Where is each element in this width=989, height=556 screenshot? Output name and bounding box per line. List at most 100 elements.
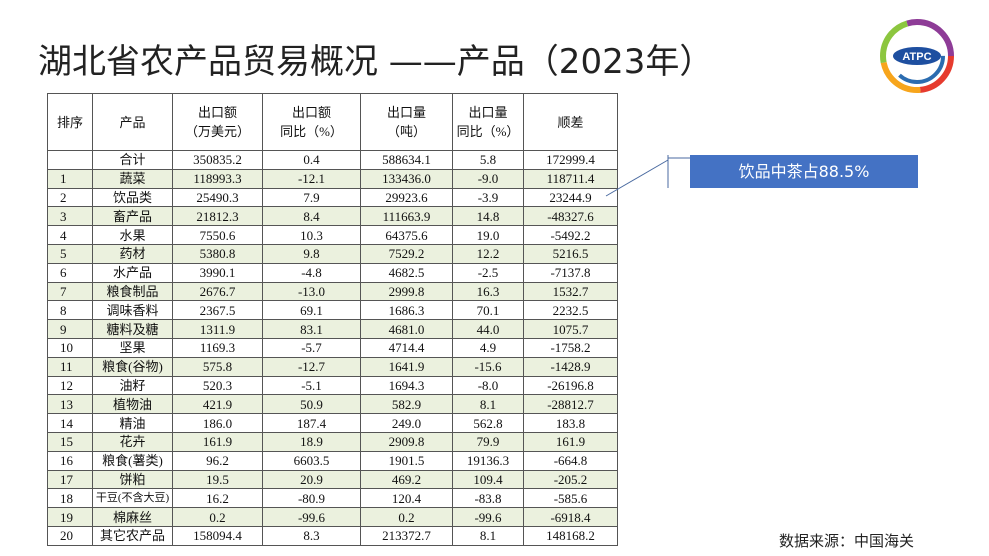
table-cell: -26196.8 — [523, 375, 618, 396]
table-cell: 0.2 — [360, 507, 453, 527]
table-cell: -48327.6 — [523, 206, 618, 227]
table-cell: 186.0 — [172, 413, 263, 433]
table-cell: -2.5 — [452, 262, 524, 283]
table-cell: 161.9 — [523, 431, 618, 452]
table-cell: 2676.7 — [172, 281, 263, 302]
table-cell: 水产品 — [92, 262, 173, 283]
table-cell: 421.9 — [172, 394, 263, 415]
header-text: 产品 — [119, 114, 146, 130]
header-cell: 出口量 （吨） — [360, 93, 453, 151]
table-cell: 7529.2 — [360, 243, 453, 264]
table-cell: 蔬菜 — [92, 168, 173, 189]
table-cell: 5380.8 — [172, 243, 263, 264]
table-cell: -7137.8 — [523, 262, 618, 283]
table-cell: 5 — [47, 243, 93, 264]
table-cell: 油籽 — [92, 375, 173, 396]
table-cell: 16.3 — [452, 281, 524, 302]
header-cell: 出口额 同比（%） — [262, 93, 361, 151]
table-cell: 15 — [47, 431, 93, 452]
table-cell: 79.9 — [452, 431, 524, 452]
header-cell: 顺差 — [523, 93, 618, 151]
table-row: 2 饮品类 25490.3 7.9 29923.6 -3.9 23244.9 — [47, 187, 618, 208]
table-cell: 23244.9 — [523, 187, 618, 208]
table-cell: 172999.4 — [523, 150, 618, 170]
header-text: 同比（%） — [456, 124, 520, 139]
table-cell: 12.2 — [452, 243, 524, 264]
table-row: 11 粮食(谷物) 575.8 -12.7 1641.9 -15.6 -1428.9 — [47, 356, 618, 377]
table-cell: 饼粕 — [92, 469, 173, 490]
table-cell: 粮食(谷物) — [92, 356, 173, 377]
table-cell: 582.9 — [360, 394, 453, 415]
table-cell: 69.1 — [262, 300, 361, 321]
table-cell: -83.8 — [452, 488, 524, 509]
table-cell: -5.7 — [262, 337, 361, 358]
table-cell: 25490.3 — [172, 187, 263, 208]
table-cell: 7 — [47, 281, 93, 302]
table-cell: 其它农产品 — [92, 525, 173, 546]
table-row: 20 其它农产品 158094.4 8.3 213372.7 8.1 148168.2 — [47, 525, 618, 546]
table-cell: 4 — [47, 225, 93, 245]
table-cell: -3.9 — [452, 187, 524, 208]
table-cell: 9.8 — [262, 243, 361, 264]
table-cell: 14 — [47, 413, 93, 433]
table-cell: 7550.6 — [172, 225, 263, 245]
table-cell: 植物油 — [92, 394, 173, 415]
header-cell: 出口额 （万美元） — [172, 93, 263, 151]
table-cell: 20 — [47, 525, 93, 546]
table-cell: 17 — [47, 469, 93, 490]
table-row: 1 蔬菜 118993.3 -12.1 133436.0 -9.0 118711.4 — [47, 168, 618, 189]
table-cell: 2 — [47, 187, 93, 208]
table-row: 6 水产品 3990.1 -4.8 4682.5 -2.5 -7137.8 — [47, 262, 618, 283]
table-cell: 96.2 — [172, 450, 263, 471]
table-row: 8 调味香料 2367.5 69.1 1686.3 70.1 2232.5 — [47, 300, 618, 321]
table-cell: 粮食制品 — [92, 281, 173, 302]
logo-text: ATPC — [902, 51, 931, 63]
table-cell: 4682.5 — [360, 262, 453, 283]
table-cell: 花卉 — [92, 431, 173, 452]
table-cell: 4714.4 — [360, 337, 453, 358]
header-cell: 排序 — [47, 93, 93, 151]
header-text: 出口量 — [468, 105, 508, 120]
table-row: 10 坚果 1169.3 -5.7 4714.4 4.9 -1758.2 — [47, 337, 618, 358]
table-cell: -13.0 — [262, 281, 361, 302]
table-cell: 44.0 — [452, 319, 524, 339]
table-row: 18 干豆(不含大豆) 16.2 -80.9 120.4 -83.8 -585.6 — [47, 488, 618, 509]
table-cell: 调味香料 — [92, 300, 173, 321]
table-cell: 1532.7 — [523, 281, 618, 302]
table-cell: 12 — [47, 375, 93, 396]
table-row: 5 药材 5380.8 9.8 7529.2 12.2 5216.5 — [47, 243, 618, 264]
table-cell: -12.7 — [262, 356, 361, 377]
table-cell: 糖料及糖 — [92, 319, 173, 339]
table-cell: 11 — [47, 356, 93, 377]
table-cell: 8 — [47, 300, 93, 321]
table-cell: 7.9 — [262, 187, 361, 208]
table-cell: 1686.3 — [360, 300, 453, 321]
table-cell: 棉麻丝 — [92, 507, 173, 527]
table-cell: 158094.4 — [172, 525, 263, 546]
table-cell: 469.2 — [360, 469, 453, 490]
table-cell: -15.6 — [452, 356, 524, 377]
table-cell: 畜产品 — [92, 206, 173, 227]
table-cell: 药材 — [92, 243, 173, 264]
table-row: 12 油籽 520.3 -5.1 1694.3 -8.0 -26196.8 — [47, 375, 618, 396]
header-text: 出口量 — [386, 105, 426, 120]
table-cell: 3990.1 — [172, 262, 263, 283]
table-cell: 粮食(薯类) — [92, 450, 173, 471]
table-cell: -664.8 — [523, 450, 618, 471]
table-cell: 10 — [47, 337, 93, 358]
table-cell: 9 — [47, 319, 93, 339]
header-text: 顺差 — [557, 114, 584, 130]
table-cell: 18 — [47, 488, 93, 509]
table-cell: 64375.6 — [360, 225, 453, 245]
table-cell: 坚果 — [92, 337, 173, 358]
table-cell: 148168.2 — [523, 525, 618, 546]
table-cell: -8.0 — [452, 375, 524, 396]
table-cell: -205.2 — [523, 469, 618, 490]
table-cell: 20.9 — [262, 469, 361, 490]
table-row: 13 植物油 421.9 50.9 582.9 8.1 -28812.7 — [47, 394, 618, 415]
table-cell: 29923.6 — [360, 187, 453, 208]
table-row: 15 花卉 161.9 18.9 2909.8 79.9 161.9 — [47, 431, 618, 452]
table-row: 合计 350835.2 0.4 588634.1 5.8 172999.4 — [47, 150, 618, 170]
table-cell: -80.9 — [262, 488, 361, 509]
table-cell: 干豆(不含大豆) — [92, 488, 173, 509]
